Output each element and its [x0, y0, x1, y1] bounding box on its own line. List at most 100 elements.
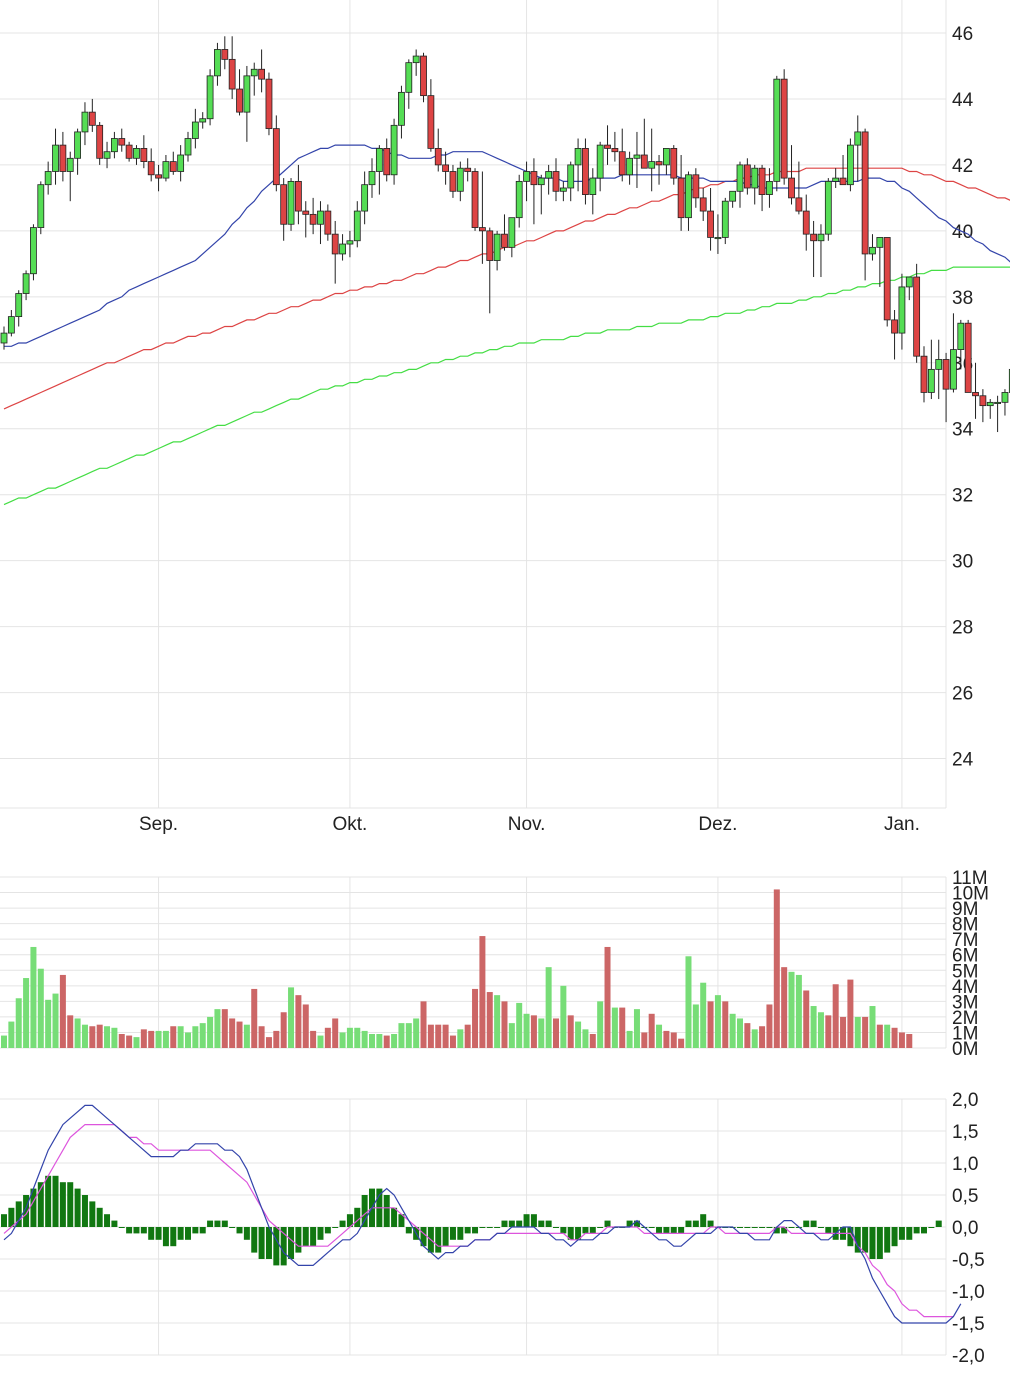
macd-histogram-bar [302, 1227, 309, 1247]
candle-body [442, 164, 450, 172]
volume-bar [516, 1002, 523, 1048]
macd-histogram-bar [192, 1227, 199, 1234]
candle-body [964, 322, 972, 393]
candle-body [567, 164, 575, 189]
candle-body [184, 138, 192, 156]
volume-bar [104, 1026, 111, 1048]
macd-histogram-bar [633, 1220, 640, 1227]
candle-body [346, 240, 354, 245]
volume-bar [207, 1016, 214, 1048]
candle-body [891, 319, 898, 334]
candle-body [950, 349, 957, 390]
volume-bar [89, 1026, 96, 1048]
volume-bar [398, 1023, 405, 1048]
volume-bar [273, 1030, 280, 1048]
volume-bar [567, 1015, 574, 1048]
candle-body [795, 197, 803, 212]
macd-histogram-bar [214, 1220, 221, 1227]
macd-histogram-bar [707, 1220, 714, 1227]
volume-bar [442, 1024, 449, 1048]
volume-bar [766, 1004, 773, 1048]
volume-bar [177, 1026, 184, 1048]
candle-body [883, 237, 891, 321]
macd-histogram-bar [354, 1207, 361, 1227]
candle-body [464, 167, 472, 172]
volume-bar [221, 1009, 228, 1048]
volume-bar [332, 1018, 339, 1048]
volume-bar [788, 971, 795, 1048]
macd-histogram-bar [177, 1227, 184, 1240]
volume-bar [324, 1027, 331, 1048]
macd-histogram-bar [170, 1227, 177, 1247]
volume-bar [869, 1006, 876, 1048]
macd-histogram-bar [361, 1195, 368, 1227]
candle-body [515, 180, 523, 219]
volume-tick-label: 5M [952, 961, 978, 982]
candle-body [111, 138, 118, 153]
candle-body [471, 171, 479, 228]
macd-histogram-bar [538, 1220, 545, 1227]
macd-histogram-bar [906, 1227, 913, 1240]
macd-histogram-bar [81, 1195, 88, 1227]
macd-histogram-bar [759, 1227, 766, 1228]
volume-bar [810, 1006, 817, 1048]
price-tick-label: 30 [952, 552, 973, 573]
volume-bar [15, 998, 22, 1048]
volume-bar [369, 1034, 375, 1048]
candle-body [582, 148, 589, 195]
candle-body [331, 233, 339, 255]
volume-bar [700, 982, 707, 1048]
volume-bar [30, 946, 37, 1048]
volume-bar [111, 1027, 118, 1048]
candle-body [817, 233, 825, 242]
volume-bar [23, 978, 30, 1048]
price-tick-label: 44 [952, 90, 974, 111]
candle-body [596, 144, 604, 179]
volume-bar [707, 1001, 714, 1048]
macd-line [3, 1104, 962, 1324]
ma-mid-line [3, 167, 1010, 410]
volume-bar [648, 1013, 655, 1048]
volume-bar [619, 1007, 626, 1048]
volume-bar [530, 1015, 537, 1048]
month-label: Jan. [884, 814, 920, 835]
candle-body [96, 124, 104, 159]
candle-body [375, 148, 383, 172]
candle-body [979, 395, 987, 407]
candle-body [0, 332, 8, 344]
macd-tick-label: 1,5 [952, 1122, 978, 1143]
macd-histogram-bar [332, 1227, 339, 1228]
volume-bar [185, 1032, 191, 1048]
volume-bar [884, 1024, 891, 1048]
candle-body [766, 180, 773, 195]
volume-bar [751, 1029, 758, 1048]
volume-bar [243, 1024, 250, 1048]
volume-bar [457, 1029, 464, 1048]
volume-bar [692, 1004, 699, 1048]
macd-histogram-bar [898, 1227, 905, 1240]
volume-bar [670, 1032, 677, 1048]
volume-bar [494, 995, 501, 1048]
macd-histogram-bar [148, 1227, 155, 1240]
candle-body [15, 293, 23, 318]
volume-bar [1, 1035, 7, 1048]
candle-body [501, 233, 508, 248]
volume-bar [302, 1004, 309, 1048]
volume-tick-label: 3M [952, 992, 978, 1013]
candle-body [758, 167, 766, 195]
candle-body [118, 138, 126, 146]
candle-body [420, 55, 427, 97]
price-tick-label: 34 [952, 420, 974, 441]
candle-body [66, 157, 74, 172]
volume-bar [817, 1012, 824, 1048]
macd-histogram-bar [435, 1227, 442, 1253]
candle-body [52, 144, 59, 172]
macd-histogram-bar [52, 1175, 59, 1227]
candle-body [655, 161, 663, 166]
macd-histogram-bar [221, 1220, 228, 1227]
macd-histogram-bar [346, 1214, 353, 1227]
macd-histogram-bar [111, 1220, 118, 1227]
candle-body [920, 355, 928, 393]
volume-bar [229, 1018, 236, 1048]
volume-bar [597, 1001, 604, 1048]
